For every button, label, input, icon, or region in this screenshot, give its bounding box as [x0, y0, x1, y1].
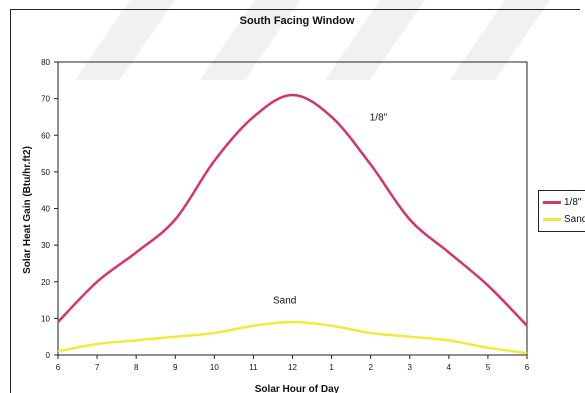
annotations: 1/8" Sand — [273, 113, 388, 307]
y-tick-label: 30 — [41, 241, 50, 250]
chart-frame — [10, 9, 580, 393]
chart-title: South Facing Window — [240, 15, 355, 27]
x-tick-label: 6 — [525, 363, 530, 372]
x-tick-label: 7 — [95, 363, 100, 372]
y-tick-label: 60 — [41, 131, 50, 140]
legend-label: Sand — [564, 213, 585, 225]
legend-item: 1/8" — [543, 196, 581, 208]
x-tick-label: 5 — [486, 363, 491, 372]
series-sand — [57, 320, 528, 355]
x-tick-label: 12 — [288, 363, 297, 372]
legend-swatch — [543, 217, 561, 221]
annotation-label: 1/8" — [370, 113, 388, 124]
x-tick-label: 2 — [368, 363, 373, 372]
series-eighth-inch — [57, 93, 528, 327]
annotation-label: Sand — [273, 296, 296, 307]
series-group — [57, 93, 528, 355]
legend-item: Sand — [543, 213, 585, 225]
series-line — [57, 93, 528, 327]
legend-swatch — [543, 200, 561, 204]
x-tick-label: 11 — [249, 363, 258, 372]
y-tick-label: 70 — [41, 95, 50, 104]
x-tick-label: 4 — [447, 363, 452, 372]
legend-label: 1/8" — [564, 196, 582, 208]
y-tick-label: 20 — [41, 278, 50, 287]
x-tick-label: 6 — [56, 363, 61, 372]
x-tick-label: 10 — [210, 363, 219, 372]
legend: 1/8" Sand — [538, 190, 585, 232]
y-tick-label: 10 — [41, 314, 50, 323]
x-tick-label: 1 — [329, 363, 334, 372]
y-tick-label: 0 — [46, 351, 51, 360]
y-tick-label: 80 — [41, 58, 50, 67]
x-tick-label: 8 — [134, 363, 139, 372]
y-tick-label: 40 — [41, 205, 50, 214]
plot-area — [57, 61, 528, 356]
y-axis-label: Solar Heat Gain (Btu/hr.ft2) — [22, 146, 33, 274]
x-tick-label: 9 — [173, 363, 178, 372]
x-axis-label: Solar Hour of Day — [255, 384, 340, 393]
x-tick-label: 3 — [408, 363, 413, 372]
series-line — [57, 320, 528, 355]
y-tick-label: 50 — [41, 168, 50, 177]
